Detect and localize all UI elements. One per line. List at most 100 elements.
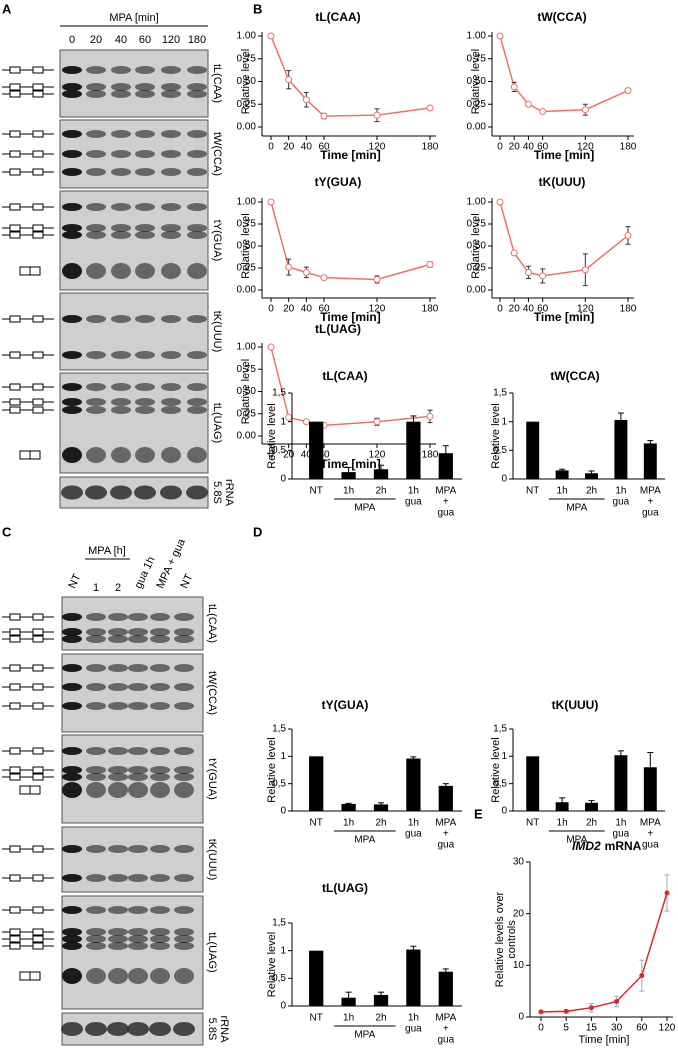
band — [108, 845, 128, 853]
band — [86, 231, 106, 239]
band — [161, 66, 181, 74]
band — [108, 628, 128, 636]
point — [426, 412, 434, 420]
y-tick-label: 1 — [501, 751, 507, 762]
band — [86, 702, 106, 710]
lane-label: 2 — [115, 582, 121, 594]
blot — [59, 190, 209, 291]
band — [174, 845, 194, 853]
band — [135, 351, 155, 359]
x-tick-label: 40 — [523, 304, 535, 315]
x-tick-label: 60 — [318, 450, 330, 461]
band — [62, 398, 82, 406]
x-tick-label: 20 — [283, 142, 295, 153]
band — [108, 664, 128, 672]
band — [108, 942, 128, 950]
band — [111, 447, 131, 463]
y-axis-label: Relative level — [490, 737, 502, 802]
point — [496, 198, 504, 206]
rna-icon — [32, 635, 44, 643]
band — [62, 845, 82, 853]
y-tick-label: 0.50 — [237, 241, 257, 252]
rna-icon — [32, 231, 44, 239]
x-tick-label: 0 — [497, 142, 503, 153]
rna-icon — [32, 928, 44, 936]
band — [86, 942, 106, 950]
y-tick-label: 1,5 — [272, 724, 286, 735]
band — [62, 664, 82, 672]
chart-title: tL(UAG) — [315, 322, 361, 336]
band — [174, 702, 194, 710]
point — [302, 96, 310, 104]
band — [111, 263, 131, 279]
x-tick-label: 1h — [408, 1013, 419, 1024]
y-tick-label: 0 — [501, 806, 507, 817]
band — [111, 150, 131, 158]
x-tick-label: 15 — [586, 1023, 598, 1034]
band — [128, 942, 148, 950]
point — [426, 260, 434, 268]
band — [62, 150, 82, 158]
x-tick-label: 1h — [343, 818, 354, 829]
band — [62, 351, 82, 359]
y-tick-label: 0,5 — [493, 445, 507, 456]
rna-icon — [32, 683, 44, 691]
band — [107, 1022, 129, 1036]
blot-label: rRNA — [218, 1016, 230, 1044]
band — [62, 406, 82, 414]
y-axis-label: Relative level — [266, 403, 278, 468]
bar — [373, 804, 389, 811]
band — [128, 613, 148, 621]
x-tick-label: 1h — [343, 486, 354, 497]
y-tick-label: 0.75 — [467, 53, 487, 64]
band — [62, 383, 82, 391]
band — [161, 263, 181, 279]
band — [187, 406, 207, 414]
band — [85, 485, 107, 500]
lane-label: 180 — [188, 34, 206, 46]
band — [62, 906, 82, 914]
bar — [555, 470, 569, 479]
rna-icon — [32, 702, 44, 710]
group-label: MPA — [354, 1030, 375, 1041]
rna-icon — [9, 628, 21, 636]
band — [86, 635, 106, 643]
band — [174, 942, 194, 950]
y-axis-label: Relative level — [266, 932, 278, 997]
blot-label: tL(CAA) — [206, 604, 218, 643]
band — [108, 613, 128, 621]
x-tick-label: 1h — [615, 818, 626, 829]
band — [86, 90, 106, 98]
y-tick-label: 0,5 — [493, 778, 507, 789]
x-axis-label: Time [min] — [579, 1034, 630, 1046]
band — [174, 683, 194, 691]
band — [111, 406, 131, 414]
blot — [61, 826, 204, 893]
x-tick-label: 30 — [611, 1023, 623, 1034]
x-tick-label: 40 — [301, 450, 313, 461]
group-label: MPA — [566, 835, 587, 846]
band — [86, 351, 106, 359]
rna-icon — [32, 664, 44, 672]
band — [161, 150, 181, 158]
blot — [59, 49, 209, 118]
band — [128, 968, 148, 984]
x-tick-label: 120 — [577, 142, 594, 153]
band — [150, 928, 170, 936]
point — [285, 263, 293, 271]
band — [111, 168, 131, 176]
band — [86, 874, 106, 882]
y-tick-label: 1,5 — [272, 388, 286, 399]
band — [86, 447, 106, 463]
y-tick-label: 0 — [280, 1001, 286, 1012]
series-line — [540, 892, 668, 1013]
band — [187, 83, 207, 91]
rna-icon — [32, 203, 44, 211]
band — [108, 766, 128, 774]
y-tick-label: 0.00 — [237, 431, 257, 442]
blot-header: MPA [min] — [109, 12, 158, 24]
x-tick-label: gua — [405, 1024, 422, 1035]
band — [86, 263, 106, 279]
y-tick-label: 1,5 — [272, 918, 286, 929]
chart-title: IMD2 mRNA — [572, 839, 642, 853]
